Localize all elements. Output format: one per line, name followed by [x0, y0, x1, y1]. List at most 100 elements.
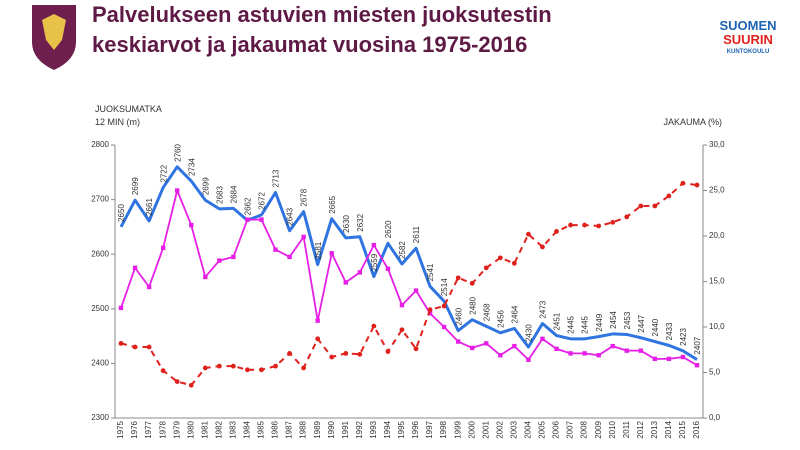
x-tick-label: 2012 — [636, 420, 645, 438]
marker — [568, 222, 573, 228]
chart-title: keskiarvot ja jakaumat vuosina 1975-2016 — [92, 32, 527, 57]
x-tick-label: 1997 — [425, 420, 434, 438]
x-tick-label: 2001 — [481, 420, 490, 438]
x-tick-label: 1999 — [453, 420, 462, 438]
x-tick-label: 1982 — [214, 420, 223, 438]
marker — [484, 341, 489, 346]
marker — [146, 284, 152, 290]
marker — [610, 343, 615, 349]
data-label: 2699 — [201, 177, 210, 195]
marker — [399, 327, 405, 333]
y-tick-label: 2500 — [91, 304, 109, 313]
marker — [498, 353, 503, 358]
marker — [455, 339, 461, 344]
marker — [610, 219, 616, 225]
marker — [273, 247, 278, 252]
marker — [118, 340, 124, 346]
x-tick-label: 1998 — [439, 420, 448, 438]
marker — [483, 265, 489, 271]
marker — [441, 324, 447, 330]
data-label: 2460 — [454, 307, 463, 325]
marker — [427, 311, 433, 316]
x-tick-label: 2014 — [664, 420, 673, 438]
data-label: 2630 — [342, 214, 351, 232]
x-tick-label: 1994 — [383, 420, 392, 438]
marker — [188, 382, 194, 388]
data-label: 2514 — [440, 278, 449, 296]
data-label: 2473 — [539, 300, 548, 318]
data-label: 2468 — [482, 303, 491, 321]
emblem-lion — [42, 14, 66, 50]
data-label: 2713 — [272, 169, 281, 187]
y2-tick-label: 30,0 — [709, 140, 725, 149]
marker — [680, 180, 686, 186]
marker — [160, 368, 166, 374]
marker — [357, 351, 363, 357]
x-tick-label: 2010 — [608, 420, 617, 438]
data-label: 2684 — [229, 185, 238, 203]
marker — [385, 349, 391, 354]
series-line — [120, 189, 698, 366]
marker — [441, 303, 447, 309]
marker — [526, 231, 531, 237]
brand-logo: KUNTOKOULU — [727, 49, 770, 55]
marker — [371, 242, 377, 248]
x-tick-label: 1984 — [243, 420, 252, 438]
marker — [259, 367, 264, 373]
marker — [512, 343, 517, 349]
marker — [526, 357, 531, 362]
data-label: 2454 — [609, 311, 618, 329]
x-tick-label: 2008 — [580, 420, 589, 438]
y-tick-label: 2600 — [91, 249, 109, 258]
data-label: 2453 — [623, 311, 632, 329]
marker — [511, 260, 517, 266]
marker — [469, 280, 475, 286]
x-tick-label: 2009 — [594, 420, 603, 438]
marker — [216, 363, 222, 369]
marker — [371, 323, 377, 329]
x-tick-label: 1993 — [369, 420, 378, 438]
chart-title: Palvelukseen astuvien miesten juoksutest… — [92, 2, 552, 27]
marker — [554, 346, 559, 352]
marker — [146, 344, 152, 350]
marker — [301, 365, 307, 371]
marker — [273, 363, 278, 369]
x-tick-label: 1975 — [116, 420, 125, 438]
x-tick-label: 1977 — [144, 420, 153, 438]
marker — [118, 305, 124, 311]
marker — [470, 345, 475, 351]
marker — [174, 188, 180, 193]
data-label: 2760 — [173, 143, 182, 161]
data-label: 2559 — [370, 253, 379, 271]
marker — [231, 254, 236, 260]
data-label: 2423 — [679, 327, 688, 345]
x-tick-label: 2007 — [566, 420, 575, 438]
x-tick-label: 1983 — [228, 420, 237, 438]
marker — [385, 266, 391, 271]
x-tick-label: 1978 — [158, 420, 167, 438]
marker — [652, 203, 658, 209]
x-tick-label: 2000 — [467, 420, 476, 438]
marker — [329, 354, 335, 360]
marker — [132, 265, 138, 271]
data-label: 2722 — [159, 164, 168, 182]
data-label: 2620 — [384, 220, 393, 238]
x-tick-label: 2005 — [538, 420, 547, 438]
x-tick-label: 1985 — [257, 420, 266, 438]
x-tick-label: 1995 — [397, 420, 406, 438]
marker — [568, 351, 573, 356]
y2-tick-label: 5,0 — [709, 368, 721, 377]
marker — [666, 356, 672, 362]
data-label: 2407 — [693, 336, 702, 354]
x-tick-label: 1979 — [172, 420, 181, 438]
data-label: 2582 — [398, 241, 407, 259]
x-tick-label: 1996 — [411, 420, 420, 438]
x-tick-label: 2016 — [692, 420, 701, 438]
marker — [399, 302, 405, 308]
marker — [540, 244, 545, 250]
data-label: 2734 — [187, 158, 196, 176]
marker — [315, 336, 321, 342]
data-label: 2678 — [300, 188, 309, 206]
y2-tick-label: 20,0 — [709, 231, 725, 240]
